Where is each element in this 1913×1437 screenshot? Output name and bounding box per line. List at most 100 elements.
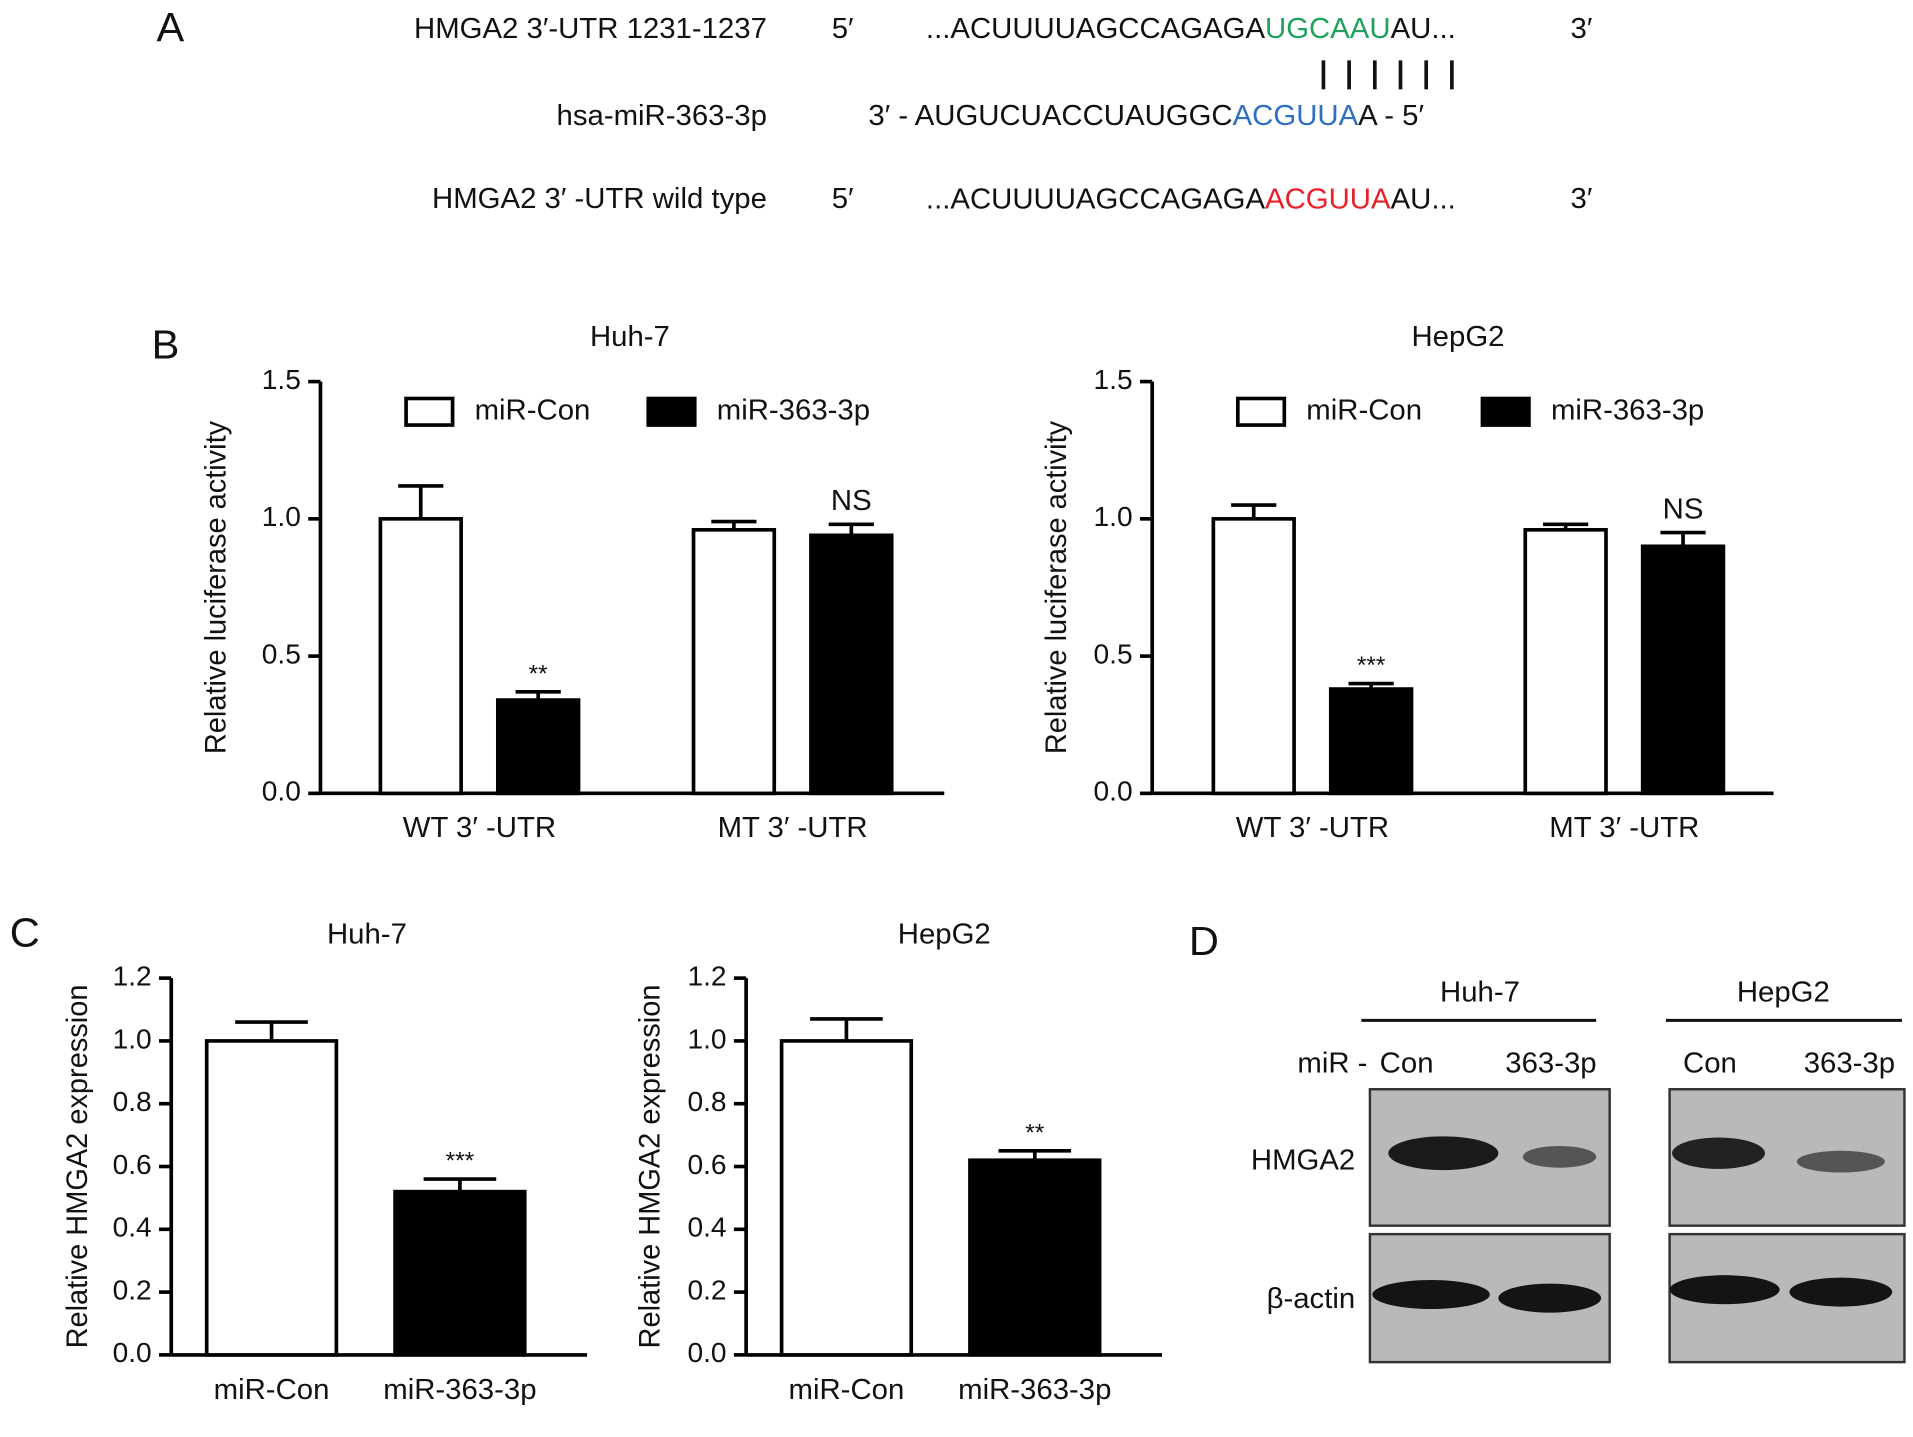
y-tick-label: 1.5 [1094,364,1133,395]
sequence-label: HMGA2 3′-UTR 1231-1237 [414,13,767,45]
protein-label: HMGA2 [1251,1144,1355,1176]
seed-motif: ACGUUA [1265,183,1391,215]
lane-label: 363-3p [1804,1048,1895,1080]
lane-label: Con [1380,1048,1434,1080]
x-tick-label: miR-Con [214,1374,330,1406]
y-axis-label: Relative HMGA2 expression [62,985,94,1349]
y-tick-label: 0.0 [687,1337,726,1368]
y-axis-label: Relative HMGA2 expression [635,985,667,1349]
sequence-part: AU... [1391,183,1456,215]
chart-title: Huh-7 [590,321,670,353]
x-tick-label: miR-363-3p [383,1374,536,1406]
x-tick-label: miR-Con [789,1374,905,1406]
sequence-end: 5′ [832,13,854,45]
bar [1640,544,1726,796]
y-axis-label: Relative luciferase activity [200,420,232,754]
lane-prefix: miR - [1297,1048,1367,1080]
sequence: 3′ - AUGUCUACCUAUGGCACGUUAA - 5′ [868,100,1424,132]
bar [968,1158,1102,1357]
y-tick-label: 1.0 [1094,501,1133,532]
sequence-part: ...ACUUUUAGCCAGAGA [926,13,1266,45]
y-tick-label: 0.2 [113,1275,152,1306]
protein-label: β-actin [1267,1283,1356,1315]
x-tick-label: MT 3′ -UTR [718,812,868,844]
significance-label: ** [1025,1119,1045,1146]
cell-line: HepG2 [1737,977,1830,1009]
bar [1211,517,1296,796]
bar [691,528,777,796]
y-tick-label: 0.0 [262,776,301,807]
bar [809,533,894,796]
y-tick-label: 1.5 [262,364,301,395]
sequence: ...ACUUUUAGCCAGAGAUGCAAUAU... [926,13,1456,45]
seed-motif: ACGUUA [1233,100,1359,132]
sequence-part: A - 5′ [1358,100,1424,132]
bar [204,1039,339,1357]
y-axis-label: Relative luciferase activity [1041,420,1073,754]
bar [1328,687,1414,796]
bar [378,517,463,796]
panel-label: C [10,910,40,956]
bar [779,1039,914,1357]
y-tick-label: 0.4 [113,1212,152,1243]
panel-label: A [157,4,185,50]
y-tick-label: 0.4 [687,1212,726,1243]
sequence: ...ACUUUUAGCCAGAGAACGUUAAU... [926,183,1456,215]
significance-label: *** [446,1148,475,1175]
legend-swatch [1235,396,1287,427]
y-tick-label: 0.5 [1094,639,1133,670]
lane-label: Con [1683,1048,1737,1080]
y-tick-label: 0.6 [687,1149,726,1180]
panel-label: D [1189,918,1219,964]
legend-label: miR-Con [1306,395,1422,427]
chart-title: HepG2 [1411,321,1504,353]
cell-line: Huh-7 [1440,977,1520,1009]
panel-label: B [152,322,180,368]
x-tick-label: miR-363-3p [958,1374,1111,1406]
legend-label: miR-363-3p [1551,395,1704,427]
x-tick-label: MT 3′ -UTR [1549,812,1699,844]
y-tick-label: 1.2 [113,961,152,992]
y-tick-label: 1.0 [262,501,301,532]
blot [1368,1088,1906,1364]
legend-swatch [404,396,455,427]
y-tick-label: 0.8 [113,1086,152,1117]
y-tick-label: 1.0 [687,1023,726,1054]
significance-label: NS [831,485,872,517]
y-tick-label: 1.0 [113,1023,152,1054]
bar [495,698,581,796]
y-tick-label: 0.0 [113,1337,152,1368]
sequence-part: ...ACUUUUAGCCAGAGA [926,183,1266,215]
base-pairs [1321,60,1454,90]
significance-label: *** [1357,652,1386,679]
y-tick-label: 0.0 [1094,776,1133,807]
x-tick-label: WT 3′ -UTR [1236,812,1389,844]
legend-swatch [1480,396,1531,427]
y-tick-label: 0.5 [262,639,301,670]
legend-label: miR-363-3p [717,395,870,427]
sequence-end: 3′ [1571,183,1593,215]
sequence-end: 5′ [832,183,854,215]
y-tick-label: 0.8 [687,1086,726,1117]
sequence-part: AU... [1391,13,1456,45]
sequence-label: HMGA2 3′ -UTR wild type [432,183,767,215]
legend-swatch [646,396,697,427]
bar [1523,528,1608,796]
x-tick-label: WT 3′ -UTR [403,812,556,844]
legend-label: miR-Con [475,395,591,427]
chart-title: Huh-7 [327,919,407,951]
sequence-label: hsa-miR-363-3p [557,100,767,132]
bar [393,1189,527,1357]
y-tick-label: 0.6 [113,1149,152,1180]
y-tick-label: 1.2 [687,961,726,992]
lane-label: 363-3p [1505,1048,1596,1080]
significance-label: ** [529,660,549,687]
seed-motif: UGCAAU [1265,13,1391,45]
y-tick-label: 0.2 [687,1275,726,1306]
sequence-end: 3′ [1571,13,1593,45]
significance-label: NS [1663,494,1704,526]
chart-title: HepG2 [898,919,991,951]
sequence-part: 3′ - AUGUCUACCUAUGGC [868,100,1232,132]
